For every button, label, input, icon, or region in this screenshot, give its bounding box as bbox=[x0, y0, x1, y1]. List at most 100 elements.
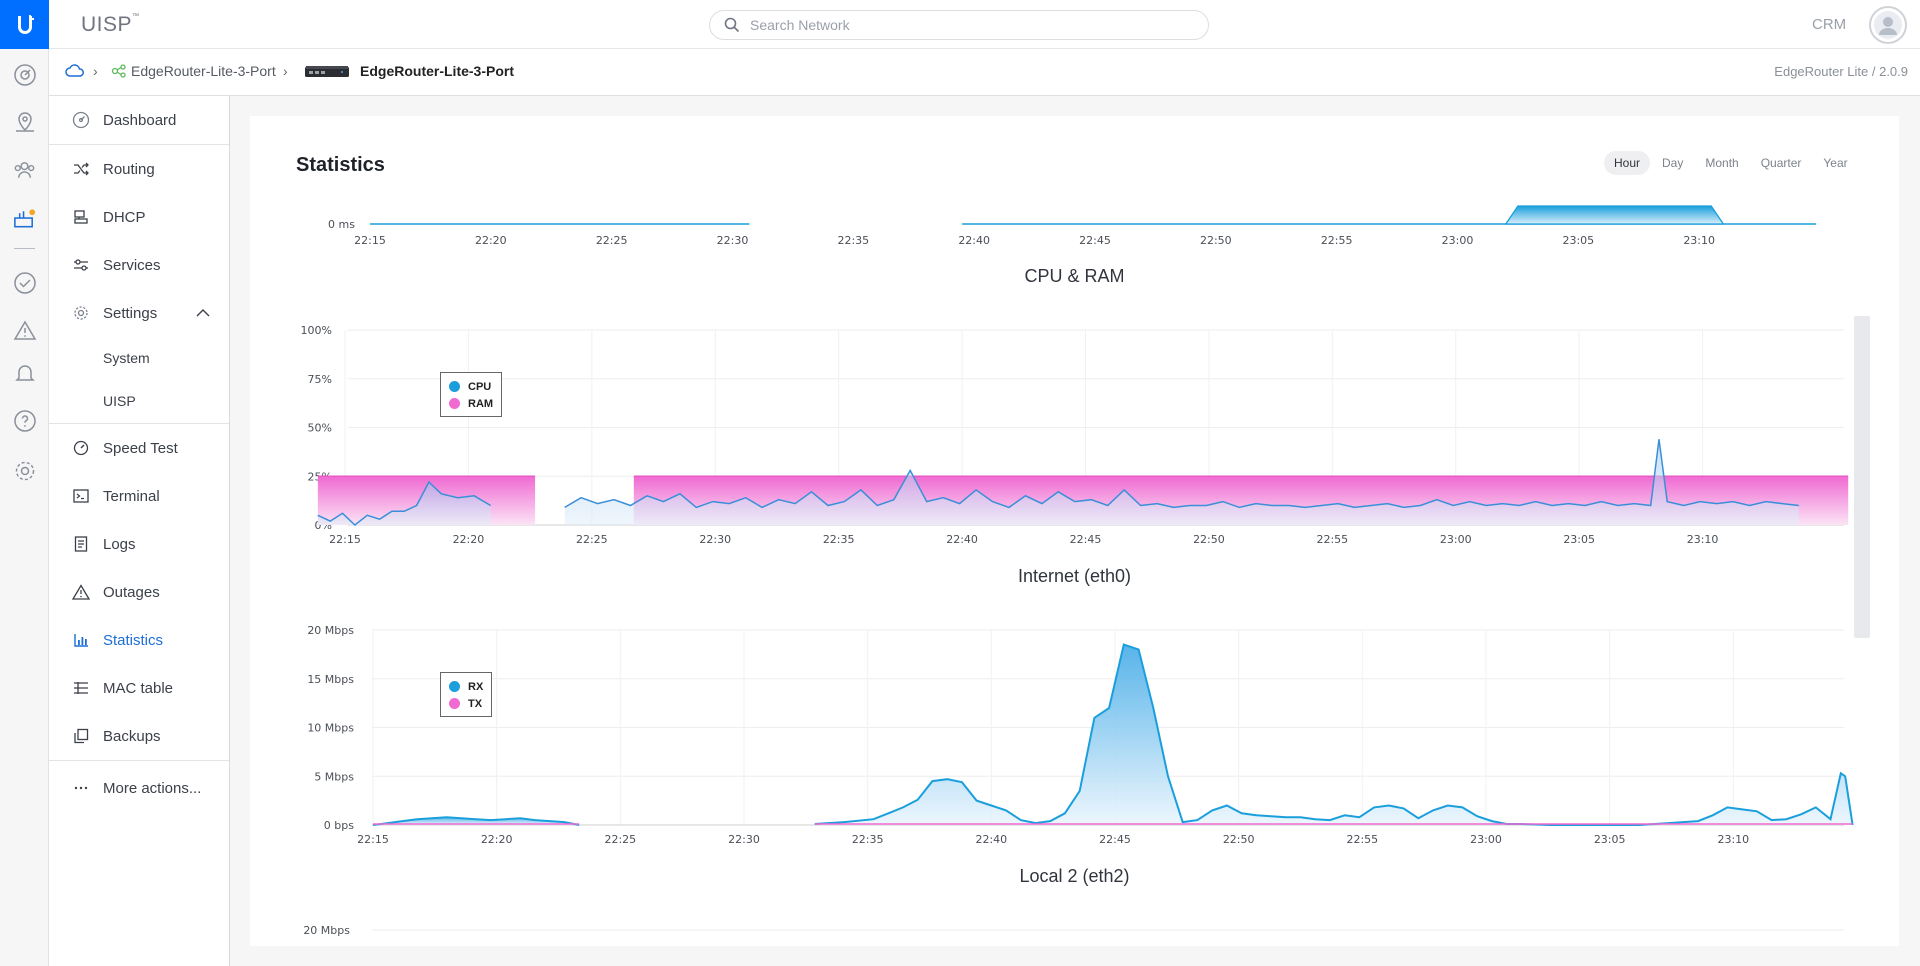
range-tab-quarter[interactable]: Quarter bbox=[1760, 156, 1802, 170]
settings-gear-icon[interactable] bbox=[12, 458, 37, 483]
y-tick-label: 0 bps bbox=[324, 819, 354, 832]
breadcrumb-site-label[interactable]: EdgeRouter-Lite-3-Port bbox=[131, 63, 276, 79]
y-tick-label: 5 Mbps bbox=[314, 770, 354, 783]
y-tick-label: 15 Mbps bbox=[307, 673, 354, 686]
x-tick-label: 22:25 bbox=[576, 533, 608, 546]
sidebar-item-terminal[interactable]: Terminal bbox=[49, 476, 229, 516]
ping-chart: 0 ms 22:15 22:20 22:25 22:30 22:35 22:40 22:45 2… bbox=[328, 205, 1816, 247]
services-sliders-icon bbox=[70, 256, 92, 274]
x-tick-label: 22:15 bbox=[354, 234, 386, 247]
x-tick-label: 23:05 bbox=[1562, 234, 1594, 247]
chart-scrollbar[interactable] bbox=[1854, 316, 1870, 638]
sidebar-divider bbox=[49, 144, 229, 145]
sidebar-item-label: Routing bbox=[103, 160, 155, 178]
chevron-up-icon[interactable] bbox=[196, 308, 210, 317]
legend-dot bbox=[449, 681, 460, 692]
user-avatar[interactable] bbox=[1869, 6, 1907, 44]
statistics-card: Statistics Hour Day Month Quarter Year 0… bbox=[250, 116, 1899, 946]
x-tick-label: 23:10 bbox=[1687, 533, 1719, 546]
sidebar-item-services[interactable]: Services bbox=[49, 245, 229, 285]
legend-item-tx[interactable]: TX bbox=[449, 695, 483, 712]
x-tick-label: 22:30 bbox=[728, 833, 760, 846]
range-tab-year[interactable]: Year bbox=[1823, 156, 1848, 170]
local2-eth2-chart: 20 Mbps bbox=[303, 924, 1844, 937]
sidebar-item-label: Backups bbox=[103, 727, 161, 745]
sidebar-item-more-actions[interactable]: More actions... bbox=[49, 768, 229, 808]
breadcrumb-site[interactable]: EdgeRouter-Lite-3-Port bbox=[111, 63, 276, 79]
sidebar-item-label: Statistics bbox=[103, 631, 164, 649]
site-icon bbox=[111, 64, 126, 78]
cpu-ram-legend: CPU RAM bbox=[440, 372, 503, 417]
y-tick-label: 100% bbox=[301, 324, 332, 337]
app-title: UISP™ bbox=[81, 13, 140, 36]
sidebar-item-label: Speed Test bbox=[103, 439, 178, 457]
x-tick-label: 22:55 bbox=[1321, 234, 1353, 247]
y-tick-label: 50% bbox=[308, 422, 332, 435]
sidebar-item-backups[interactable]: Backups bbox=[49, 716, 229, 756]
device-sidebar: Dashboard Routing DHCP Services Settings… bbox=[49, 96, 230, 966]
speedometer-icon bbox=[70, 439, 92, 457]
settings-gear-icon bbox=[70, 304, 92, 322]
sidebar-item-statistics[interactable]: Statistics bbox=[49, 620, 229, 660]
range-tab-hour[interactable]: Hour bbox=[1604, 151, 1651, 175]
x-tick-label: 22:55 bbox=[1316, 533, 1348, 546]
sites-map-icon[interactable] bbox=[12, 109, 37, 134]
sidebar-item-settings[interactable]: Settings bbox=[49, 293, 229, 333]
x-tick-label: 23:10 bbox=[1683, 234, 1715, 247]
legend-label: TX bbox=[468, 697, 483, 710]
notifications-bell-icon[interactable] bbox=[12, 360, 37, 385]
sidebar-divider bbox=[49, 423, 229, 424]
sidebar-item-routing[interactable]: Routing bbox=[49, 149, 229, 189]
x-tick-label: 22:15 bbox=[357, 833, 389, 846]
outages-warning-icon[interactable] bbox=[12, 318, 37, 343]
sidebar-item-label: More actions... bbox=[103, 779, 202, 797]
sidebar-item-dhcp[interactable]: DHCP bbox=[49, 197, 229, 237]
range-tab-month[interactable]: Month bbox=[1705, 156, 1739, 170]
dashboard-icon[interactable] bbox=[12, 62, 37, 87]
uisp-logo-icon[interactable] bbox=[0, 0, 49, 49]
legend-item-rx[interactable]: RX bbox=[449, 678, 483, 695]
clients-icon[interactable] bbox=[12, 157, 37, 182]
x-tick-label: 22:50 bbox=[1193, 533, 1225, 546]
sidebar-item-dashboard[interactable]: Dashboard bbox=[49, 100, 229, 140]
x-tick-label: 22:15 bbox=[329, 533, 361, 546]
x-tick-label: 22:50 bbox=[1223, 833, 1255, 846]
legend-item-cpu[interactable]: CPU bbox=[449, 378, 493, 395]
sidebar-divider bbox=[49, 760, 229, 761]
devices-icon[interactable] bbox=[12, 206, 37, 231]
sidebar-item-outages[interactable]: Outages bbox=[49, 572, 229, 612]
help-icon[interactable] bbox=[12, 408, 37, 433]
y-tick-label: 10 Mbps bbox=[307, 722, 354, 735]
backup-copy-icon bbox=[70, 727, 92, 745]
tasks-check-icon[interactable] bbox=[12, 270, 37, 295]
legend-dot bbox=[449, 381, 460, 392]
sidebar-item-mac-table[interactable]: MAC table bbox=[49, 668, 229, 708]
search-input[interactable] bbox=[750, 17, 1170, 33]
search-box[interactable] bbox=[709, 10, 1209, 40]
x-tick-label: 22:40 bbox=[975, 833, 1007, 846]
y-tick-label: 0 ms bbox=[328, 218, 355, 231]
sidebar-subitem-uisp[interactable]: UISP bbox=[103, 393, 136, 409]
legend-dot bbox=[449, 698, 460, 709]
sidebar-subitem-system[interactable]: System bbox=[103, 350, 150, 366]
warning-triangle-icon bbox=[70, 583, 92, 601]
crm-link[interactable]: CRM bbox=[1812, 16, 1847, 33]
sidebar-item-logs[interactable]: Logs bbox=[49, 524, 229, 564]
x-tick-label: 22:20 bbox=[475, 234, 507, 247]
x-tick-label: 22:50 bbox=[1200, 234, 1232, 247]
more-dots-icon bbox=[70, 779, 92, 797]
x-tick-label: 23:05 bbox=[1594, 833, 1626, 846]
y-tick-label: 20 Mbps bbox=[307, 624, 354, 637]
rail-divider bbox=[14, 248, 35, 249]
x-tick-label: 22:25 bbox=[596, 234, 628, 247]
x-tick-label: 22:25 bbox=[604, 833, 636, 846]
range-tab-day[interactable]: Day bbox=[1662, 156, 1684, 170]
x-tick-label: 23:10 bbox=[1717, 833, 1749, 846]
cloud-root-icon[interactable] bbox=[65, 64, 85, 78]
search-icon bbox=[724, 17, 740, 33]
local2-chart-title: Local 2 (eth2) bbox=[1019, 866, 1130, 886]
sidebar-item-speed-test[interactable]: Speed Test bbox=[49, 428, 229, 468]
cpu-ram-chart: 100%75%50%25%0%22:1522:2022:2522:3022:35… bbox=[301, 324, 1849, 546]
legend-item-ram[interactable]: RAM bbox=[449, 395, 493, 412]
